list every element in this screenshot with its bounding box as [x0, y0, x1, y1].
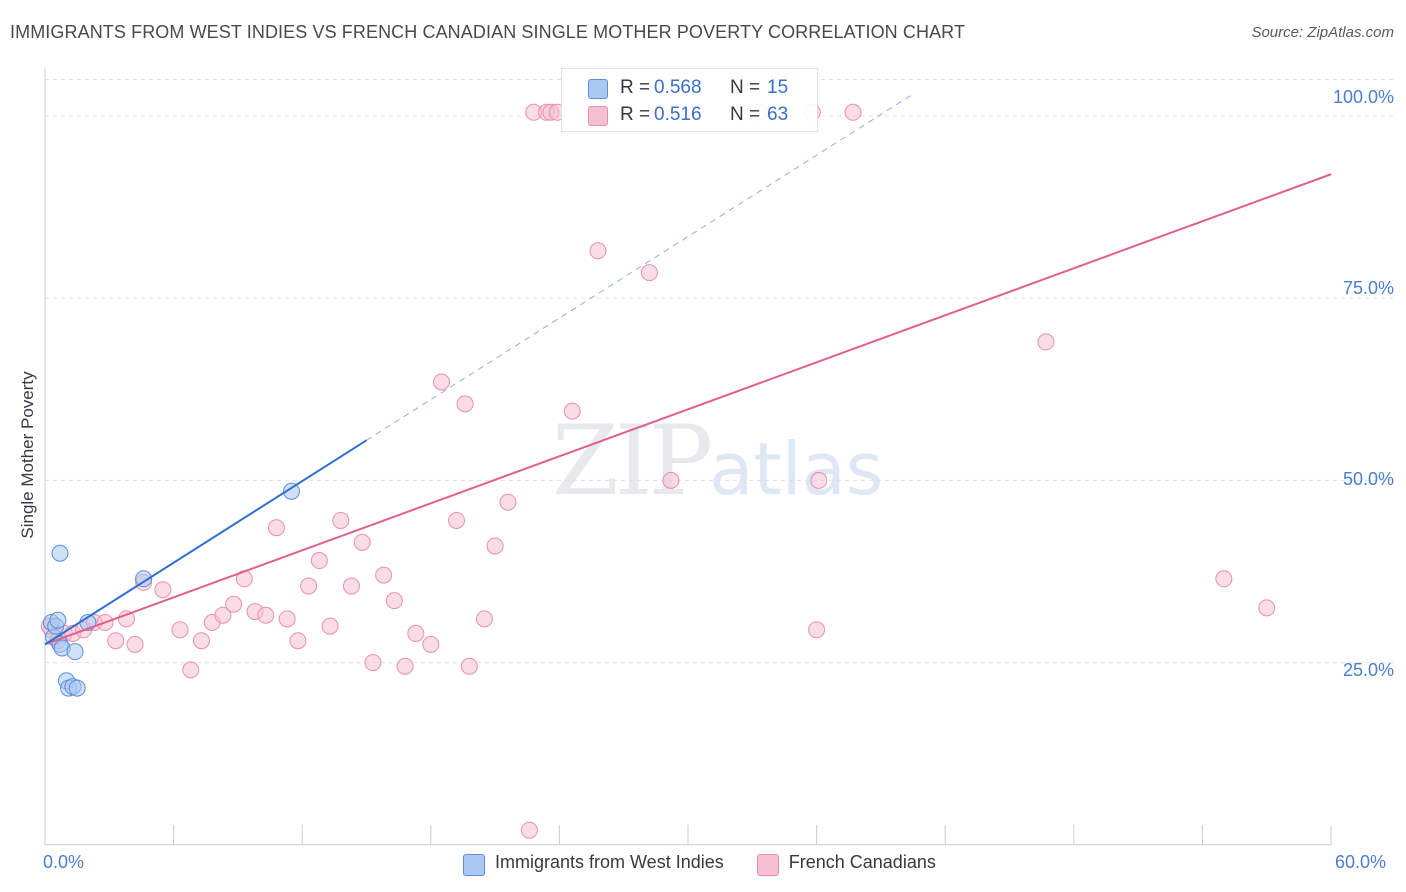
x-tick-max: 60.0% — [1335, 852, 1387, 872]
n-value: 63 — [767, 104, 789, 125]
stats-row-french-canadians: R = 0.516 N = 63 — [562, 100, 817, 128]
x-tick-min: 0.0% — [43, 852, 85, 872]
point-french-canadian — [342, 577, 360, 595]
point-french-canadian — [486, 537, 504, 555]
point-french-canadian — [321, 617, 339, 635]
r-label: R = — [620, 104, 651, 125]
legend-label: French Canadians — [788, 852, 936, 872]
point-french-canadian — [192, 632, 210, 650]
point-french-canadian — [1037, 333, 1055, 351]
chart-title: IMMIGRANTS FROM WEST INDIES VS FRENCH CA… — [10, 22, 966, 42]
point-french-canadian — [589, 242, 607, 260]
legend-item-west-indies[interactable]: Immigrants from West Indies — [463, 852, 724, 876]
point-french-canadian — [332, 511, 350, 529]
legend-swatch-pink — [756, 854, 779, 876]
point-french-canadian — [1215, 570, 1233, 588]
point-french-canadian — [1258, 599, 1276, 617]
legend-item-french-canadians[interactable]: French Canadians — [756, 852, 936, 876]
point-french-canadian — [810, 471, 828, 489]
trendline-french-canadians — [44, 173, 1332, 646]
trendline-west-indies — [44, 439, 368, 646]
point-west-indies — [66, 643, 84, 661]
point-french-canadian — [499, 493, 517, 511]
point-french-canadian — [460, 657, 478, 675]
point-french-canadian — [107, 632, 125, 650]
point-french-canadian — [154, 581, 172, 599]
point-french-canadian — [353, 533, 371, 551]
point-french-canadian — [364, 654, 382, 672]
point-french-canadian — [171, 621, 189, 639]
point-french-canadian — [310, 552, 328, 570]
point-west-indies — [51, 544, 69, 562]
series-legend: Immigrants from West Indies French Canad… — [463, 852, 964, 878]
r-label: R = — [620, 77, 651, 98]
stats-legend: R = 0.568 N = 15 R = 0.516 N = 63 — [561, 68, 818, 132]
point-french-canadian — [844, 103, 862, 121]
swatch-pink — [588, 106, 608, 126]
y-tick-100: 100.0% — [1332, 87, 1394, 107]
y-tick-50: 50.0% — [1342, 469, 1394, 489]
point-west-indies — [282, 482, 300, 500]
legend-swatch-blue — [463, 854, 485, 876]
point-french-canadian — [375, 566, 393, 584]
point-west-indies — [135, 570, 153, 588]
point-french-canadian — [289, 632, 307, 650]
r-value: 0.516 — [654, 104, 702, 125]
point-french-canadian — [257, 606, 275, 624]
point-west-indies — [68, 679, 86, 697]
stats-row-west-indies: R = 0.568 N = 15 — [562, 73, 817, 101]
point-french-canadian — [385, 592, 403, 610]
r-value: 0.568 — [654, 77, 702, 98]
swatch-blue — [588, 79, 608, 99]
point-french-canadian — [640, 264, 658, 282]
point-french-canadian — [300, 577, 318, 595]
point-french-canadian — [422, 635, 440, 653]
legend-label: Immigrants from West Indies — [495, 852, 724, 872]
point-french-canadian — [117, 610, 135, 628]
point-french-canadian — [126, 635, 144, 653]
point-french-canadian — [662, 471, 680, 489]
point-french-canadian — [396, 657, 414, 675]
trendline-west-indies-extension — [366, 93, 914, 441]
point-french-canadian — [456, 395, 474, 413]
point-west-indies — [49, 611, 67, 629]
source-credit: Source: ZipAtlas.com — [1251, 24, 1394, 41]
y-tick-25: 25.0% — [1342, 660, 1394, 680]
n-value: 15 — [767, 77, 789, 98]
point-french-canadian — [808, 621, 826, 639]
point-french-canadian — [214, 606, 232, 624]
point-french-canadian — [520, 821, 538, 839]
point-french-canadian — [475, 610, 493, 628]
point-french-canadian — [267, 519, 285, 537]
n-label: N = — [730, 104, 761, 125]
y-tick-75: 75.0% — [1342, 278, 1394, 298]
point-french-canadian — [182, 661, 200, 679]
point-french-canadian — [225, 595, 243, 613]
point-french-canadian — [407, 624, 425, 642]
point-french-canadian — [433, 373, 451, 391]
point-french-canadian — [448, 511, 466, 529]
point-french-canadian — [278, 610, 296, 628]
n-label: N = — [730, 77, 761, 98]
point-french-canadian — [563, 402, 581, 420]
